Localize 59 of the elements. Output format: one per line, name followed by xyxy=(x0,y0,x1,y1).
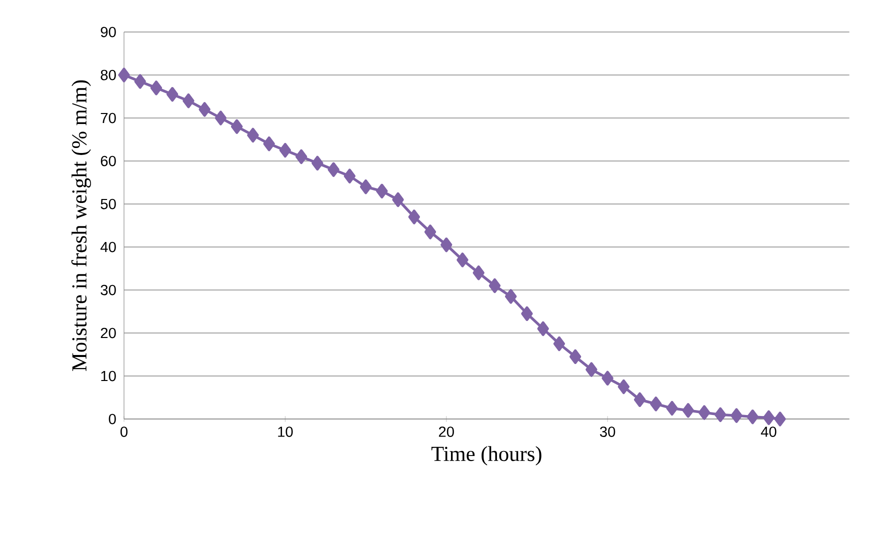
point xyxy=(488,278,501,294)
x-tick-label: 10 xyxy=(278,426,293,437)
point xyxy=(472,265,484,280)
y-tick-label: 60 xyxy=(100,156,116,166)
y-tick-label: 70 xyxy=(100,112,116,124)
point xyxy=(634,392,646,407)
point xyxy=(279,142,292,158)
y-tick-label: 90 xyxy=(100,26,116,38)
point xyxy=(746,410,758,424)
point xyxy=(408,210,420,224)
point xyxy=(456,252,468,268)
x-tick-label: 30 xyxy=(600,426,616,437)
x-tick-label: 0 xyxy=(120,426,128,437)
point xyxy=(376,184,388,198)
point xyxy=(150,80,162,96)
x-axis-title: Time (hours) xyxy=(431,446,542,466)
point xyxy=(730,408,742,423)
point xyxy=(714,407,726,422)
point xyxy=(247,128,259,143)
point xyxy=(134,74,146,89)
x-tick-label: 40 xyxy=(760,426,776,437)
point xyxy=(424,224,436,240)
point xyxy=(392,192,404,208)
point xyxy=(762,410,775,426)
point xyxy=(666,400,678,416)
point xyxy=(682,403,694,418)
y-tick-label: 0 xyxy=(108,414,116,424)
point xyxy=(198,102,210,117)
y-tick-label: 50 xyxy=(100,198,116,210)
point xyxy=(214,110,227,126)
point xyxy=(182,93,194,108)
point xyxy=(231,119,243,134)
y-axis-title: Moisture in fresh weight (% m/m) xyxy=(71,80,91,371)
point xyxy=(569,349,582,364)
point xyxy=(774,412,786,426)
y-tick-label: 40 xyxy=(100,242,116,252)
y-tick-label: 30 xyxy=(100,284,116,296)
point xyxy=(166,87,178,102)
point xyxy=(118,68,130,82)
y-tick-label: 20 xyxy=(100,328,116,338)
point xyxy=(537,321,549,336)
point xyxy=(263,136,275,152)
point xyxy=(295,149,308,164)
point xyxy=(618,379,630,394)
point xyxy=(586,362,598,377)
point xyxy=(328,162,340,177)
point xyxy=(650,396,662,412)
point xyxy=(440,238,452,252)
point xyxy=(698,405,710,420)
point xyxy=(360,179,372,194)
point xyxy=(312,156,324,170)
point xyxy=(521,306,533,321)
x-tick-label: 20 xyxy=(438,426,454,437)
point xyxy=(344,168,356,184)
point xyxy=(505,289,517,304)
point xyxy=(602,370,614,386)
point xyxy=(553,336,566,352)
y-tick-label: 10 xyxy=(101,370,116,382)
y-tick-label: 80 xyxy=(100,70,116,80)
